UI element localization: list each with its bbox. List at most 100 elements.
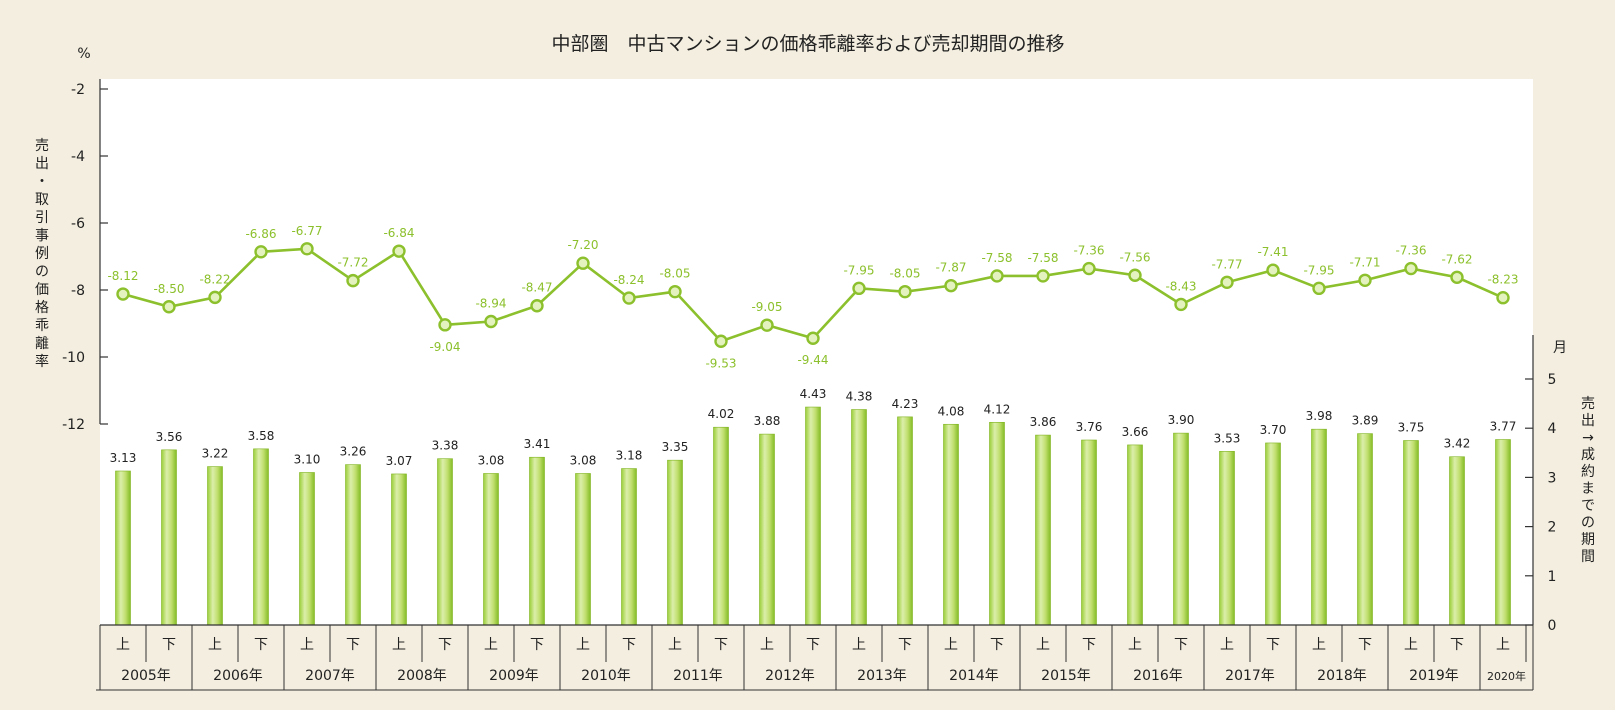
line-point (484, 314, 498, 329)
line-value-label: -8.12 (107, 269, 138, 283)
bar (207, 466, 223, 626)
bar (575, 473, 591, 626)
bar-value-label: 3.56 (156, 430, 183, 444)
bar-value-label: 3.26 (340, 445, 367, 459)
bar-value-label: 3.22 (202, 447, 229, 461)
line-point (1450, 270, 1464, 284)
category-label: 上 (1220, 637, 1234, 653)
bar (667, 459, 683, 626)
line-point (1312, 281, 1326, 296)
bar-series (115, 406, 1511, 626)
line-point (1128, 268, 1142, 282)
category-label: 下 (1174, 637, 1188, 653)
line-point (438, 318, 452, 332)
right-tick-label: 1 (1548, 569, 1557, 585)
line-value-label: -6.84 (383, 226, 414, 240)
year-label: 2009年 (489, 668, 539, 684)
line-value-label: -8.05 (889, 267, 920, 281)
left-tick-label: -8 (71, 283, 85, 299)
bar (1219, 451, 1235, 626)
line-point (852, 281, 866, 296)
left-axis-label-char: 価 (35, 282, 49, 298)
right-axis-label-char: 間 (1581, 549, 1595, 565)
left-tick-label: -4 (71, 149, 85, 165)
category-label: 下 (438, 637, 452, 653)
line-point (300, 242, 314, 256)
line-value-label: -6.86 (245, 227, 276, 241)
year-label: 2011年 (673, 668, 723, 684)
left-tick-label: -2 (71, 82, 85, 98)
bar-value-label: 3.38 (432, 439, 459, 453)
line-value-label: -7.95 (1303, 263, 1334, 277)
year-label: 2013年 (857, 668, 907, 684)
bar (161, 449, 177, 626)
bar-value-label: 4.12 (984, 402, 1011, 416)
bar (1495, 439, 1511, 626)
category-label: 下 (1358, 637, 1372, 653)
bar (759, 433, 775, 626)
bar (621, 468, 637, 626)
year-label: 2008年 (397, 668, 447, 684)
category-axis: 上 下 上 下 上 下 上 下 上 下 上 下 上 下 上 下 上 下 上 下 上 下 上 下 上 下 上 下 上 下 上 2005年 2006… (96, 625, 1534, 691)
bar-value-label: 3.42 (1444, 437, 1471, 451)
bar (989, 421, 1005, 626)
right-tick-label: 2 (1548, 520, 1557, 536)
line-point (622, 291, 636, 305)
line-point (254, 245, 268, 259)
bar (1403, 440, 1419, 626)
year-label: 2017年 (1225, 668, 1275, 684)
left-axis-label-char: 離 (35, 335, 49, 352)
bar-value-label: 3.35 (662, 440, 689, 454)
bar (299, 472, 315, 626)
bar-value-label: 3.76 (1076, 420, 1103, 434)
line-point (1220, 275, 1234, 289)
line-value-label: -7.71 (1349, 255, 1380, 269)
line-point (944, 278, 958, 293)
line-point (1036, 269, 1050, 283)
right-axis-label-char: の (1581, 515, 1595, 531)
line-value-label: -8.47 (521, 281, 552, 295)
bar (253, 448, 269, 626)
bar-value-label: 3.58 (248, 429, 275, 443)
year-label: 2016年 (1133, 668, 1183, 684)
line-series: -8.12 -8.50 -8.22 -6.86 -6.77 -7.72 -6.84 -9.04… (107, 224, 1518, 370)
bar-value-label: 3.18 (616, 449, 643, 463)
line-point (392, 244, 406, 258)
right-axis-label-char: 期 (1581, 532, 1595, 548)
line-point (806, 331, 820, 345)
bar (805, 406, 821, 626)
category-label: 下 (1450, 637, 1464, 653)
category-label: 上 (1404, 637, 1418, 653)
right-axis-label-char: 成 (1581, 447, 1595, 463)
right-axis-label-char: で (1581, 498, 1595, 514)
bar (1035, 434, 1051, 626)
bar (851, 409, 867, 626)
right-axis-ticks: 0 1 2 3 4 5 (1525, 372, 1557, 634)
left-axis-label-char: 売 (35, 138, 49, 154)
category-label: 下 (714, 637, 728, 653)
line-value-label: -8.94 (475, 296, 506, 310)
line-point (990, 269, 1004, 283)
category-label: 上 (116, 637, 130, 653)
year-label: 2006年 (213, 668, 263, 684)
line-value-label: -9.05 (751, 300, 782, 314)
left-axis-label-char: 事 (35, 228, 49, 244)
line-point (1266, 263, 1280, 277)
bar-value-label: 3.98 (1306, 409, 1333, 423)
line-point (760, 318, 774, 332)
line-value-label: -7.72 (337, 256, 368, 270)
bar (437, 458, 453, 626)
left-axis-label-char: 例 (35, 246, 49, 262)
line-value-label: -8.50 (153, 282, 184, 296)
category-label: 下 (1266, 637, 1280, 653)
left-tick-label: -10 (62, 350, 85, 366)
line-value-label: -8.23 (1487, 273, 1518, 287)
line-value-label: -7.58 (981, 251, 1012, 265)
category-label: 上 (1496, 637, 1510, 653)
line-point (162, 300, 176, 314)
bar-value-label: 3.90 (1168, 413, 1195, 427)
right-tick-label: 3 (1548, 470, 1557, 486)
left-axis-ticks: -2 -4 -6 -8 -10 -12 (62, 82, 108, 433)
